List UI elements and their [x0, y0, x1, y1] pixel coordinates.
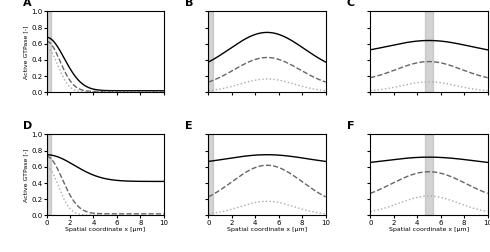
Text: D: D — [23, 121, 32, 131]
Text: E: E — [185, 121, 193, 131]
Text: A: A — [23, 0, 32, 8]
X-axis label: Spatial coordinate x [μm]: Spatial coordinate x [μm] — [227, 227, 307, 232]
Text: F: F — [347, 121, 354, 131]
Bar — [425, 11, 433, 92]
Bar — [425, 135, 433, 215]
Bar — [208, 135, 213, 215]
Y-axis label: Active GTPase [-]: Active GTPase [-] — [24, 148, 28, 202]
Bar — [208, 11, 213, 92]
Text: C: C — [347, 0, 355, 8]
Bar — [47, 11, 51, 92]
Text: B: B — [185, 0, 194, 8]
Y-axis label: Active GTPase [-]: Active GTPase [-] — [24, 25, 28, 79]
X-axis label: Spatial coordinate x [μm]: Spatial coordinate x [μm] — [389, 227, 469, 232]
Bar — [47, 135, 51, 215]
X-axis label: Spatial coordinate x [μm]: Spatial coordinate x [μm] — [65, 227, 145, 232]
